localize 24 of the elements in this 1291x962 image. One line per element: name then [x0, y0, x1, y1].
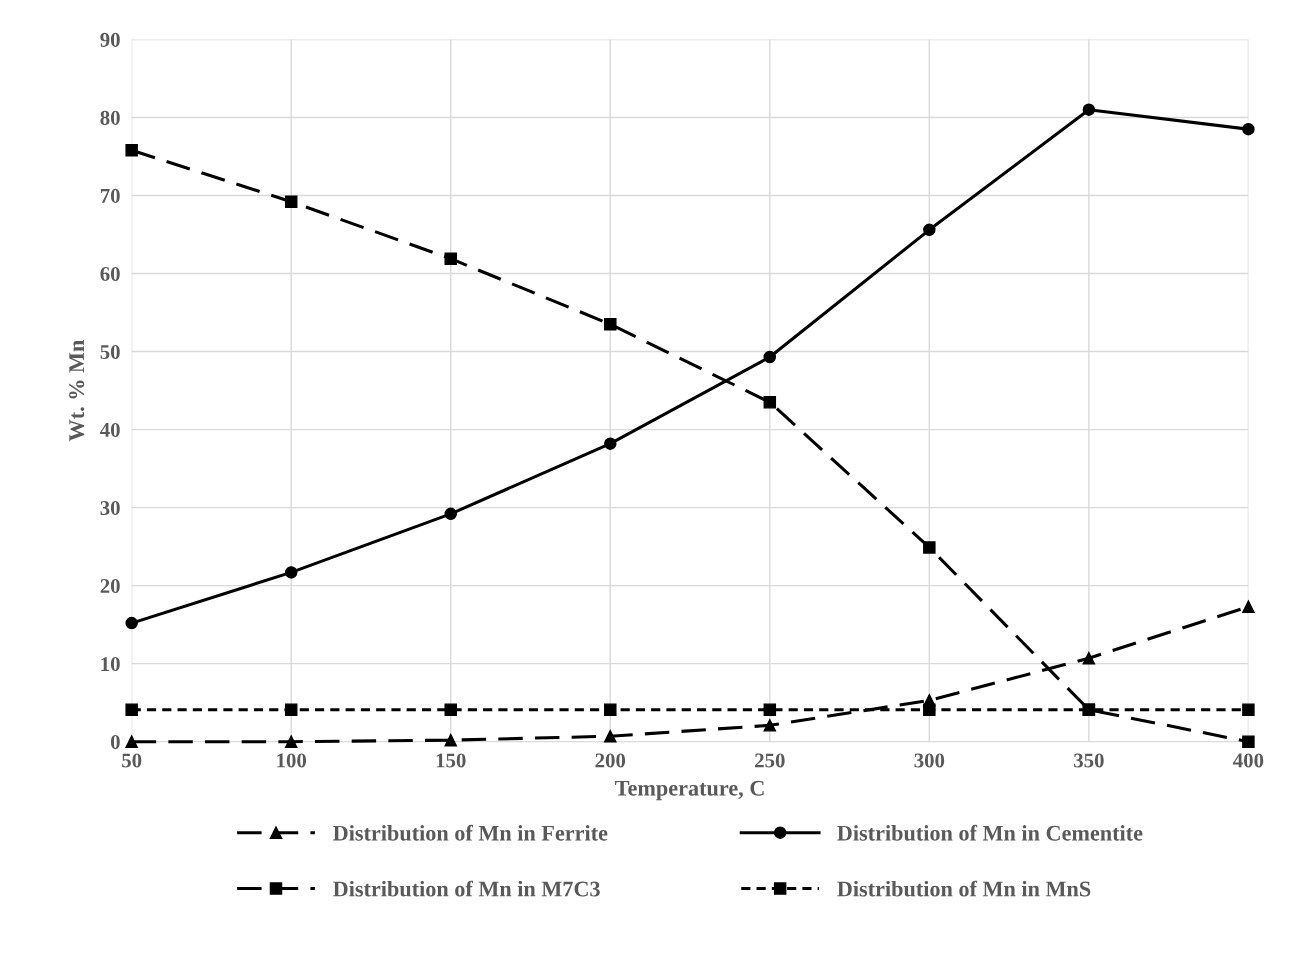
x-tick-label: 400 — [1233, 753, 1264, 768]
y-tick-label: 10 — [101, 657, 120, 672]
x-tick-label: 100 — [277, 753, 307, 768]
x-tick-label: 300 — [914, 753, 945, 768]
legend-label: Distribution of Mn in M7C3 — [333, 880, 600, 897]
x-tick-label: 50 — [122, 753, 142, 768]
legend-label: Distribution of Mn in Cementite — [837, 824, 1143, 841]
x-tick-label: 350 — [1074, 753, 1104, 768]
y-tick-label: 60 — [100, 266, 120, 281]
x-tick-label: 250 — [755, 753, 785, 768]
y-tick-label: 80 — [100, 110, 120, 125]
x-tick-label: 200 — [595, 753, 626, 768]
y-tick-label: 30 — [100, 500, 120, 516]
y-tick-label: 40 — [100, 422, 120, 438]
x-axis-title: Temperature, C — [615, 780, 764, 801]
y-tick-label: 70 — [100, 188, 120, 203]
x-tick-label: 150 — [436, 753, 466, 768]
legend-label: Distribution of Mn in MnS — [837, 880, 1091, 897]
y-tick-label: 90 — [100, 32, 120, 47]
y-tick-label: 0 — [110, 735, 120, 750]
legend-label: Distribution of Mn in Ferrite — [333, 824, 608, 841]
y-tick-label: 50 — [100, 344, 120, 359]
y-tick-label: 20 — [100, 579, 120, 594]
y-axis-title: Wt. % Mn — [69, 339, 85, 442]
